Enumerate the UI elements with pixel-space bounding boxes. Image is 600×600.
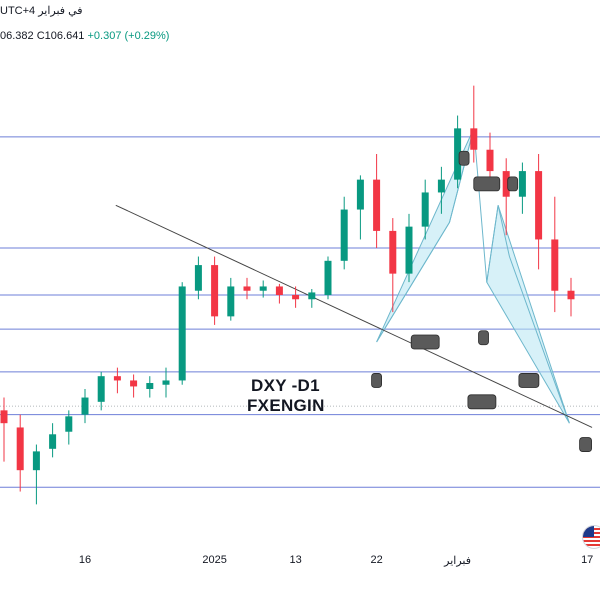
chart-header-title: UTC+4 في فبراير: [0, 5, 83, 17]
pattern-point-marker: [467, 394, 497, 410]
candle-body: [535, 171, 543, 240]
candle-body: [146, 383, 154, 389]
candle-body: [324, 260, 332, 295]
candle-body: [373, 179, 381, 231]
candle-body: [551, 239, 559, 291]
ohlc-change-value: +0.307 (+0.29%): [87, 30, 170, 42]
pattern-triangle-right: [486, 205, 570, 424]
candle-body: [32, 451, 40, 471]
candle-body: [454, 128, 462, 180]
candle-body: [81, 397, 89, 415]
candle-body: [97, 376, 105, 402]
candle-body: [502, 171, 510, 197]
pattern-point-marker: [507, 176, 519, 192]
ohlc-readout: 06.382 C106.641 +0.307 (+0.29%): [0, 30, 169, 42]
candle-body: [567, 290, 575, 300]
brand-overlay-label: FXENGIN: [247, 396, 325, 415]
candle-body: [421, 192, 429, 227]
candle-body: [178, 286, 186, 381]
candle-body: [437, 179, 445, 193]
x-axis-tick-label: 2025: [202, 554, 227, 566]
pattern-point-marker: [478, 330, 489, 346]
pattern-point-marker: [458, 150, 470, 166]
x-axis-tick-label: فبراير: [444, 555, 472, 567]
ohlc-close-value: C106.641: [36, 30, 85, 42]
pattern-point-marker: [473, 176, 501, 192]
candle-body: [113, 376, 121, 381]
candle-body: [0, 410, 8, 424]
candle-body: [16, 427, 24, 471]
candle-body: [486, 149, 494, 172]
x-axis-tick-label: 22: [370, 554, 383, 566]
x-axis-tick-label: 17: [581, 554, 594, 566]
candle-body: [308, 292, 316, 300]
candle-body: [227, 286, 235, 317]
candle-body: [130, 380, 138, 387]
candle-body: [194, 265, 202, 291]
candle-body: [243, 286, 251, 291]
candle-body: [211, 265, 219, 317]
candle-body: [49, 434, 57, 449]
candle-body: [356, 179, 364, 210]
candle-body: [470, 128, 478, 150]
pattern-point-marker: [518, 373, 540, 388]
trend-line: [115, 204, 593, 428]
pattern-point-marker: [371, 373, 383, 388]
candle-body: [259, 286, 267, 291]
candle-body: [292, 295, 300, 300]
candle-body: [389, 230, 397, 274]
us-flag-icon[interactable]: [582, 525, 600, 549]
pattern-point-marker: [579, 437, 592, 452]
x-axis-tick-label: 16: [78, 554, 92, 566]
symbol-overlay-label: DXY -D1: [251, 376, 320, 395]
ohlc-low-value: 06.382: [0, 30, 34, 42]
candle-body: [65, 416, 73, 432]
candle-body: [405, 226, 413, 274]
candle-body: [275, 286, 283, 295]
candle-body: [162, 380, 170, 385]
candle-body: [340, 209, 348, 261]
pattern-point-marker: [410, 334, 440, 350]
candle-body: [518, 171, 526, 197]
pattern-outline: [376, 128, 570, 424]
x-axis-tick-label: 13: [289, 554, 302, 566]
